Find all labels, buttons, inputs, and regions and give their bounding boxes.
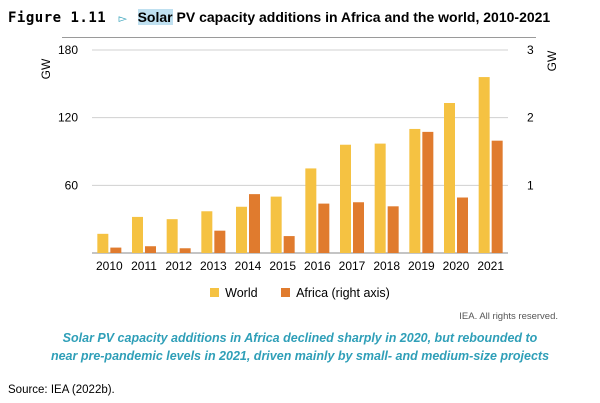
x-tick-label-2014: 2014 — [235, 259, 262, 273]
y-right-tick-label-2: 2 — [527, 111, 534, 125]
legend-label-africa: Africa (right axis) — [296, 286, 390, 300]
x-tick-label-2017: 2017 — [339, 259, 366, 273]
x-tick-label-2015: 2015 — [269, 259, 296, 273]
bar-africa-2021 — [491, 140, 503, 253]
source-note: Source: IEA (2022b). — [8, 384, 115, 396]
x-tick-label-2016: 2016 — [304, 259, 331, 273]
bar-world-2013 — [201, 211, 213, 253]
y-right-tick-label-3: 3 — [527, 43, 534, 57]
caption-line-2: near pre-pandemic levels in 2021, driven… — [50, 349, 550, 363]
bar-world-2018 — [374, 143, 386, 253]
y-left-axis-label: GW — [39, 58, 53, 79]
figure-caption: Solar PV capacity additions in Africa de… — [20, 329, 580, 365]
x-tick-label-2019: 2019 — [408, 259, 435, 273]
triangle-arrow-icon: ▻ — [118, 13, 128, 25]
bar-world-2015 — [270, 196, 282, 253]
bar-africa-2018 — [387, 206, 399, 253]
figure-title: Solar PV capacity additions in Africa an… — [137, 9, 551, 25]
header-rule — [62, 37, 536, 38]
y-right-axis-label: GW — [545, 50, 559, 71]
legend-label-world: World — [225, 286, 258, 300]
bar-world-2012 — [166, 219, 178, 253]
bar-world-2016 — [305, 168, 317, 253]
bar-africa-2017 — [353, 202, 364, 253]
title-highlighted-word: Solar — [137, 9, 173, 25]
bar-africa-2019 — [422, 131, 434, 253]
x-tick-label-2020: 2020 — [443, 259, 470, 273]
bar-world-2011 — [132, 216, 143, 253]
x-tick-label-2010: 2010 — [96, 259, 123, 273]
x-tick-label-2013: 2013 — [200, 259, 227, 273]
rights-notice: IEA. All rights reserved. — [459, 311, 558, 322]
x-tick-label-2021: 2021 — [477, 259, 504, 273]
legend-swatch-world — [210, 288, 220, 297]
x-tick-label-2018: 2018 — [373, 259, 400, 273]
bar-africa-2011 — [145, 246, 156, 253]
figure-header: Figure 1.11 ▻ Solar PV capacity addition… — [8, 9, 598, 29]
x-tick-label-2011: 2011 — [131, 259, 157, 273]
bar-africa-2012 — [179, 248, 191, 253]
bar-world-2021 — [478, 77, 490, 253]
bar-africa-2014 — [249, 194, 260, 253]
bar-africa-2016 — [318, 203, 330, 253]
bar-world-2017 — [340, 144, 351, 253]
bar-world-2019 — [409, 128, 421, 253]
bar-africa-2020 — [457, 197, 468, 253]
y-right-tick-label-1: 1 — [527, 178, 534, 192]
bar-world-2020 — [444, 103, 455, 253]
y-left-tick-label-180: 180 — [58, 43, 78, 57]
y-left-tick-label-60: 60 — [65, 178, 79, 192]
y-left-tick-label-120: 120 — [58, 111, 78, 125]
title-rest: PV capacity additions in Africa and the … — [172, 9, 551, 25]
legend-item-africa: Africa (right axis) — [281, 286, 390, 300]
bar-chart: 60 120 180 1 2 3 GW GW 2010 2011 2012 2013 2014 2015 2… — [39, 43, 559, 273]
chart-legend: World Africa (right axis) — [0, 286, 600, 300]
bar-world-2014 — [236, 206, 247, 253]
x-tick-label-2012: 2012 — [165, 259, 192, 273]
bar-africa-2010 — [110, 247, 122, 253]
legend-item-world: World — [210, 286, 258, 300]
caption-line-1: Solar PV capacity additions in Africa de… — [62, 331, 538, 345]
bar-africa-2013 — [214, 230, 226, 253]
bar-world-2010 — [97, 233, 109, 253]
legend-swatch-africa — [281, 288, 291, 297]
figure-number: Figure 1.11 — [8, 10, 107, 26]
bar-africa-2015 — [283, 236, 295, 253]
